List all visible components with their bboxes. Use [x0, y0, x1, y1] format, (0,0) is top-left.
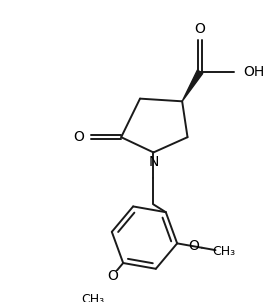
Text: O: O: [188, 239, 199, 253]
Text: CH₃: CH₃: [81, 293, 104, 302]
Text: O: O: [195, 22, 205, 36]
Text: O: O: [74, 130, 85, 144]
Text: O: O: [107, 268, 118, 283]
Text: CH₃: CH₃: [213, 245, 236, 258]
Polygon shape: [182, 70, 203, 101]
Text: N: N: [148, 155, 159, 169]
Text: OH: OH: [243, 65, 264, 79]
